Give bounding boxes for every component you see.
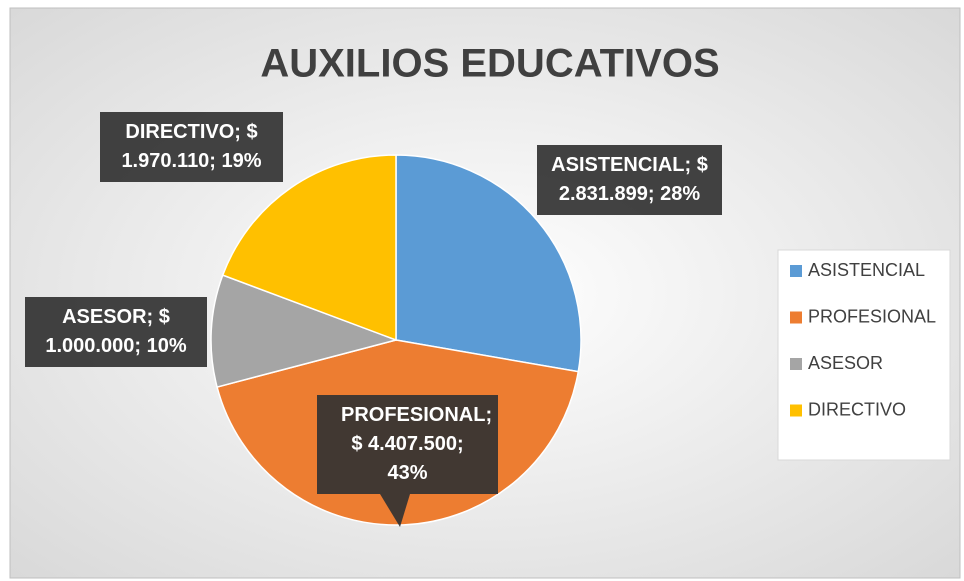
pie-slice (395, 154, 582, 373)
legend (777, 249, 951, 461)
chart-title: AUXILIOS EDUCATIVOS (260, 42, 719, 86)
pie-slice (210, 274, 399, 388)
data-label: DIRECTIVO; $ 1.970.110; 19% (100, 112, 283, 182)
legend-swatch (790, 311, 802, 324)
legend-label: ASESOR (808, 353, 883, 373)
callout-pointer (380, 494, 410, 527)
legend-swatch (790, 358, 802, 370)
legend-label: PROFESIONAL (808, 306, 936, 326)
data-label: ASESOR; $ 1.000.000; 10% (25, 297, 207, 367)
legend-label: ASISTENCIAL (808, 260, 925, 280)
legend-label: DIRECTIVO (808, 399, 906, 419)
data-label: ASISTENCIAL; $ 2.831.899; 28% (537, 145, 722, 215)
data-label: PROFESIONAL; $ 4.407.500; 43% (317, 395, 498, 494)
legend-swatch (790, 265, 802, 277)
legend-swatch (790, 404, 802, 417)
pie-slice (221, 154, 397, 342)
